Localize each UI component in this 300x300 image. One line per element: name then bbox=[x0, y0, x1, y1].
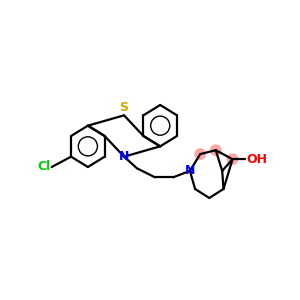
Circle shape bbox=[195, 149, 206, 159]
Text: OH: OH bbox=[247, 153, 268, 166]
Text: Cl: Cl bbox=[37, 160, 50, 173]
Circle shape bbox=[211, 145, 221, 155]
Text: N: N bbox=[185, 164, 195, 177]
Text: S: S bbox=[119, 101, 128, 114]
Circle shape bbox=[227, 154, 238, 164]
Text: N: N bbox=[119, 150, 130, 163]
